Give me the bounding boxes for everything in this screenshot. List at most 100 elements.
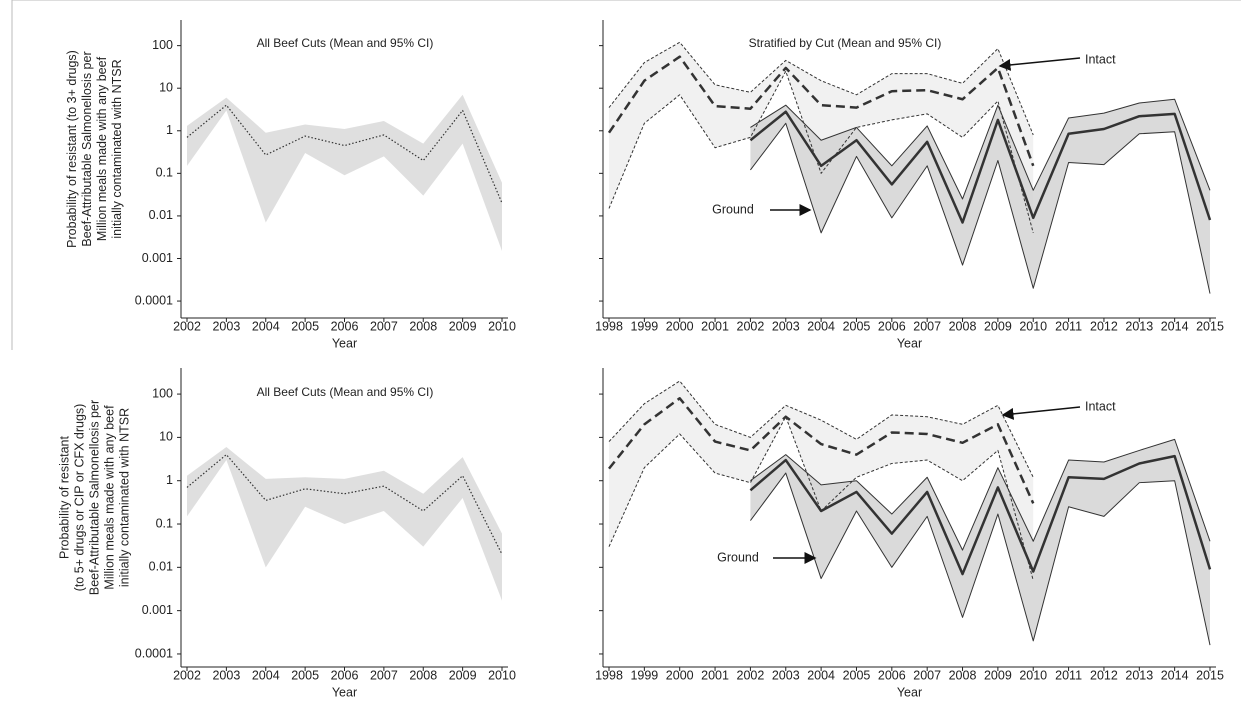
series-label: Intact [1085, 52, 1116, 66]
x-tick-label: 2008 [409, 668, 437, 682]
y-tick-label: 100 [152, 386, 173, 400]
x-tick-label: 2012 [1090, 668, 1118, 682]
y-tick-label: 0.1 [156, 516, 173, 530]
x-axis-label: Year [332, 685, 357, 699]
x-tick-label: 2002 [737, 319, 765, 333]
x-tick-label: 2010 [488, 319, 516, 333]
x-tick-label: 2000 [666, 319, 694, 333]
x-tick-label: 2006 [878, 668, 906, 682]
x-axis-label: Year [897, 685, 922, 699]
ci-upper-line [608, 41, 1034, 136]
y-axis-label: Probability of resistant [57, 435, 71, 559]
mean-line [186, 454, 503, 555]
x-tick-label: 1998 [595, 319, 623, 333]
x-tick-label: 2007 [913, 319, 941, 333]
x-tick-label: 2007 [370, 319, 398, 333]
x-tick-label: 2005 [843, 319, 871, 333]
x-tick-label: 2004 [807, 319, 835, 333]
x-tick-label: 2009 [984, 319, 1012, 333]
x-tick-label: 2003 [772, 668, 800, 682]
x-tick-label: 2006 [331, 668, 359, 682]
ci-band [609, 381, 1034, 581]
x-tick-label: 2010 [488, 668, 516, 682]
y-axis-label: Beef-Attributable Salmonellosis per [80, 51, 94, 246]
y-tick-label: 0.001 [142, 603, 173, 617]
panel-title: All Beef Cuts (Mean and 95% CI) [257, 36, 434, 50]
y-axis-label: initially contaminated with NTSR [117, 408, 131, 587]
x-tick-label: 2002 [173, 668, 201, 682]
x-tick-label: 2010 [1019, 668, 1047, 682]
x-tick-label: 2006 [331, 319, 359, 333]
x-tick-label: 1999 [630, 668, 658, 682]
series-label: Ground [712, 202, 754, 216]
x-tick-label: 2007 [370, 668, 398, 682]
x-tick-label: 2015 [1196, 668, 1224, 682]
x-tick-label: 2003 [212, 668, 240, 682]
x-tick-label: 2009 [449, 668, 477, 682]
x-tick-label: 2006 [878, 319, 906, 333]
y-tick-label: 0.0001 [135, 646, 173, 660]
y-axis-label: Probability of resistant (to 3+ drugs) [65, 50, 79, 248]
x-tick-label: 2004 [252, 668, 280, 682]
ci-band [750, 439, 1210, 646]
x-tick-label: 2014 [1161, 319, 1189, 333]
series-label: Intact [1085, 399, 1116, 413]
mean-line [749, 110, 1212, 224]
y-tick-label: 0.01 [149, 208, 173, 222]
x-tick-label: 2010 [1019, 319, 1047, 333]
x-tick-label: 2009 [449, 319, 477, 333]
x-tick-label: 2002 [173, 319, 201, 333]
x-tick-label: 2004 [252, 319, 280, 333]
x-tick-label: 2008 [949, 319, 977, 333]
mean-line [607, 55, 1035, 167]
y-tick-label: 0.01 [149, 560, 173, 574]
x-tick-label: 2013 [1125, 319, 1153, 333]
ci-lower-line [608, 70, 1034, 233]
mean-line [749, 454, 1212, 576]
panel-title: All Beef Cuts (Mean and 95% CI) [257, 385, 434, 399]
ci-lower-line [750, 122, 1211, 294]
x-tick-label: 1999 [630, 319, 658, 333]
ci-lower-line [750, 472, 1211, 646]
x-tick-label: 2004 [807, 668, 835, 682]
y-tick-label: 0.1 [156, 166, 173, 180]
x-tick-label: 2009 [984, 668, 1012, 682]
y-axis-label: Million meals made with any beef [102, 405, 116, 590]
ci-band [750, 99, 1210, 294]
mean-line [608, 397, 1035, 504]
x-tick-label: 2011 [1055, 319, 1082, 333]
series-label: Ground [717, 550, 759, 564]
x-axis-label: Year [897, 336, 922, 350]
x-tick-label: 2011 [1055, 668, 1082, 682]
label-arrow [998, 57, 1081, 71]
panel-frame [11, 0, 1241, 350]
panel-title: Stratified by Cut (Mean and 95% CI) [749, 36, 942, 50]
ci-band [187, 447, 502, 601]
x-tick-label: 2013 [1125, 668, 1153, 682]
y-tick-label: 1 [166, 123, 173, 137]
x-tick-label: 2002 [737, 668, 765, 682]
x-tick-label: 2005 [843, 668, 871, 682]
y-axis-label: initially contaminated with NTSR [110, 59, 124, 238]
ci-upper-line [750, 98, 1211, 200]
x-tick-label: 2001 [701, 668, 729, 682]
y-axis-label: Beef-Attributable Salmonellosis per [87, 400, 101, 595]
x-tick-label: 2001 [701, 319, 729, 333]
y-tick-label: 10 [159, 430, 173, 444]
x-tick-label: 2007 [913, 668, 941, 682]
y-tick-label: 0.001 [142, 251, 173, 265]
y-tick-label: 10 [159, 80, 173, 94]
x-tick-label: 2003 [772, 319, 800, 333]
x-tick-label: 2005 [291, 668, 319, 682]
x-tick-label: 2000 [666, 668, 694, 682]
y-axis-label: (to 5+ drugs or CIP or CFX drugs) [72, 404, 86, 592]
x-tick-label: 2008 [409, 319, 437, 333]
y-tick-label: 1 [166, 473, 173, 487]
x-axis-label: Year [332, 336, 357, 350]
ci-band [609, 42, 1034, 233]
y-tick-label: 0.0001 [135, 293, 173, 307]
x-tick-label: 2015 [1196, 319, 1224, 333]
y-tick-label: 100 [152, 38, 173, 52]
x-tick-label: 2003 [212, 319, 240, 333]
